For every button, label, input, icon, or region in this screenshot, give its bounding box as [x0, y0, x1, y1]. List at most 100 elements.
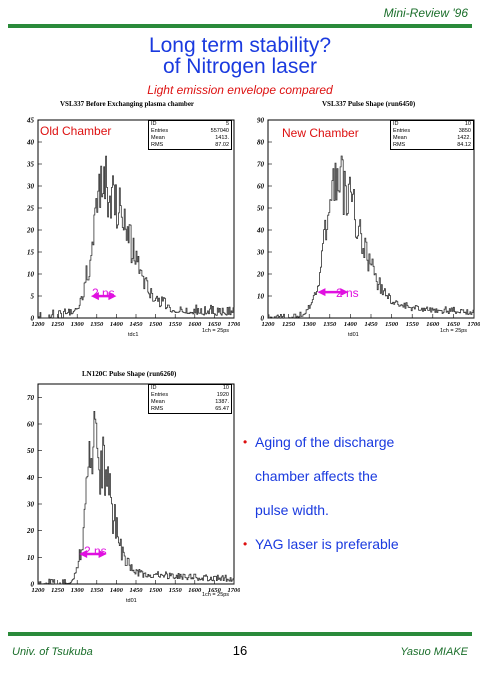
arrow-right-icon	[98, 550, 107, 558]
stat-value: 1422.	[457, 135, 471, 141]
x-tick-label: 1650	[208, 587, 222, 594]
y-tick-label: 45	[26, 117, 35, 125]
histogram-series	[37, 411, 235, 585]
x-tick-label: 1400	[110, 321, 124, 328]
stat-label: Mean	[393, 135, 407, 141]
y-tick-label: 40	[256, 227, 265, 235]
plot-new-chamber: VSL337 Pulse Shape (run6450) 0 10 20 30 40 50…	[240, 100, 480, 340]
x-tick-label: 1550	[406, 321, 420, 328]
y-tick-label: 50	[257, 205, 265, 213]
stat-label: RMS	[151, 142, 164, 148]
x-tick-label: 1700	[228, 587, 241, 594]
x-tick-label: 1550	[169, 321, 183, 328]
x-tick-label: 1200	[262, 321, 276, 328]
y-tick-label: 25	[26, 205, 35, 213]
footer-author: Yasuo MIAKE	[400, 646, 468, 658]
bullet-spacer	[243, 459, 255, 493]
y-tick-label: 60	[257, 183, 265, 191]
stat-value: 3850	[458, 128, 471, 134]
unit-note: 1ch = 25ps	[202, 592, 230, 598]
bullet-text: Aging of the discharge	[255, 434, 395, 450]
y-tick-label: 70	[27, 394, 35, 402]
plot-frame	[37, 383, 235, 585]
x-tick-label: 1200	[32, 587, 46, 594]
header-rule	[8, 24, 472, 28]
y-tick-label: 0	[31, 315, 35, 323]
bullet-spacer	[243, 493, 255, 527]
y-tick-label: 10	[27, 271, 35, 279]
x-tick-label: 1250	[282, 321, 296, 328]
x-tick-label: 1400	[344, 321, 358, 328]
x-tick-label: 1300	[303, 321, 317, 328]
histogram-chart: 0 10 20 30 40 50 60 70 1200 1250 1300 1350 1400 1450 1…	[26, 383, 241, 594]
y-tick-label: 10	[257, 293, 265, 301]
y-tick-label: 80	[257, 139, 265, 147]
slide-subtitle: Light emission envelope compared	[147, 83, 333, 97]
stat-value: 5	[225, 121, 229, 127]
x-tick-label: 1600	[426, 321, 440, 328]
x-tick-label: 1500	[385, 321, 399, 328]
bullet-dot-icon: •	[243, 537, 248, 551]
y-tick-label: 20	[256, 271, 265, 279]
footer-affiliation: Univ. of Tsukuba	[12, 646, 93, 658]
stat-label: ID	[393, 121, 399, 127]
y-tick-label: 40	[26, 474, 35, 482]
y-tick-label: 60	[27, 421, 35, 429]
x-tick-label: 1700	[228, 321, 241, 328]
stat-value: 10	[222, 385, 229, 391]
x-tick-label: 1300	[71, 587, 85, 594]
chamber-label: Old Chamber	[40, 124, 112, 138]
stat-label: ID	[151, 385, 157, 391]
histogram-chart: 0 10 20 30 40 50 60 70 80 90 1200 1250 1300 1350 1400 1…	[256, 117, 480, 329]
y-tick-label: 0	[31, 581, 35, 589]
y-tick-label: 0	[261, 315, 265, 323]
histogram-series	[267, 155, 475, 319]
x-tick-label: 1450	[130, 321, 144, 328]
unit-note: 1ch = 25ps	[440, 328, 468, 334]
x-tick-label: 1450	[365, 321, 379, 328]
header-title: Mini-Review '96	[383, 6, 468, 20]
arrow-right-icon	[340, 288, 349, 297]
bullet-item: • YAG laser is preferable	[243, 527, 399, 561]
stat-value: 87.02	[215, 142, 229, 148]
x-tick-label: 1300	[71, 321, 85, 328]
stat-label: RMS	[393, 142, 406, 148]
y-tick-label: 5	[31, 293, 35, 301]
stat-label: Entries	[151, 128, 169, 134]
x-tick-label: 1250	[51, 321, 65, 328]
x-tick-label: 1500	[149, 321, 163, 328]
histogram-name: td01	[126, 598, 137, 604]
slide-title-line2: of Nitrogen laser	[162, 55, 318, 78]
y-tick-label: 20	[26, 527, 35, 535]
stat-label: Entries	[393, 128, 411, 134]
slide-title-line1: Long term stability?	[148, 34, 332, 57]
plot-title: LN120C Pulse Shape (run6260)	[82, 370, 177, 378]
x-tick-label: 1450	[130, 587, 144, 594]
stat-value: 84.12	[457, 142, 471, 148]
y-tick-label: 15	[27, 249, 35, 257]
histogram-name: td01	[348, 332, 359, 338]
x-tick-label: 1650	[208, 321, 222, 328]
bullet-text: chamber affects the	[255, 468, 378, 484]
x-tick-label: 1250	[51, 587, 65, 594]
bullet-text: pulse width.	[255, 502, 329, 518]
stat-value: 557040	[210, 128, 229, 134]
y-tick-label: 30	[26, 183, 35, 191]
stat-label: RMS	[151, 406, 164, 412]
page-number: 16	[232, 643, 248, 658]
width-label: 2 ns	[92, 286, 115, 300]
x-tick-label: 1200	[32, 321, 46, 328]
bullet-list: • Aging of the discharge chamber affects …	[243, 425, 399, 561]
stat-label: Mean	[151, 399, 165, 405]
y-tick-label: 40	[26, 139, 35, 147]
y-tick-label: 35	[26, 161, 35, 169]
footer-rule	[8, 632, 472, 636]
stat-label: Entries	[151, 392, 169, 398]
y-tick-label: 20	[26, 227, 35, 235]
bullet-item: pulse width.	[243, 493, 399, 527]
stat-value: 1413.	[215, 135, 229, 141]
bullet-text: YAG laser is preferable	[255, 536, 399, 552]
bullet-dot-icon: •	[243, 435, 248, 449]
chamber-label: New Chamber	[282, 126, 359, 140]
arrow-left-icon	[79, 550, 88, 558]
